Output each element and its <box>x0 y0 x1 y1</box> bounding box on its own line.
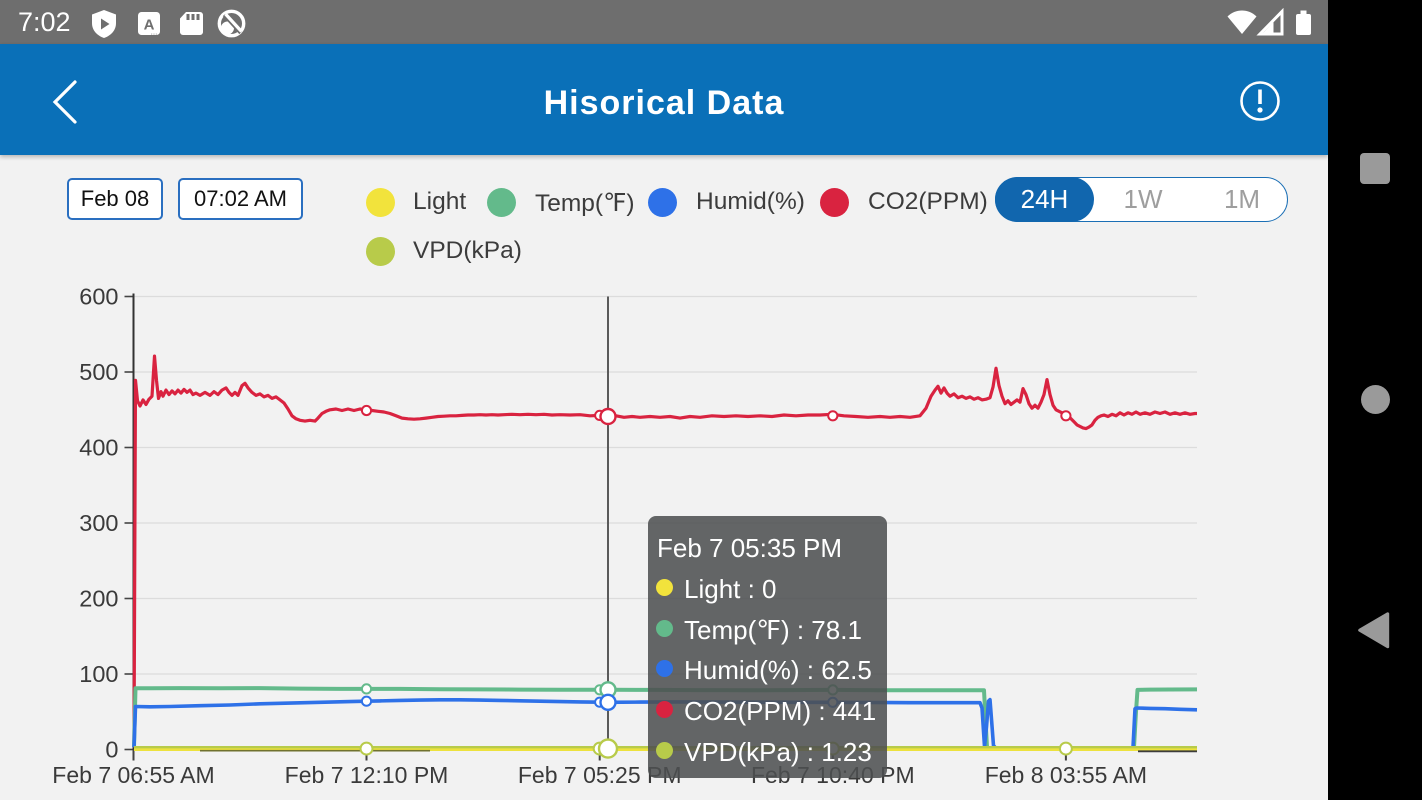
svg-text:Feb 7 06:55 AM: Feb 7 06:55 AM <box>52 762 214 788</box>
svg-text:300: 300 <box>79 510 118 536</box>
svg-text:600: 600 <box>79 284 118 310</box>
svg-text:200: 200 <box>79 586 118 612</box>
svg-text:100: 100 <box>79 661 118 687</box>
svg-text:400: 400 <box>79 435 118 461</box>
svg-text:A: A <box>144 17 155 34</box>
svg-text:500: 500 <box>79 359 118 385</box>
svg-text:...: ... <box>151 28 158 37</box>
svg-text:Feb 7 12:10 PM: Feb 7 12:10 PM <box>285 762 449 788</box>
svg-text:Feb 8 03:55 AM: Feb 8 03:55 AM <box>985 762 1147 788</box>
svg-text:0: 0 <box>105 737 118 763</box>
